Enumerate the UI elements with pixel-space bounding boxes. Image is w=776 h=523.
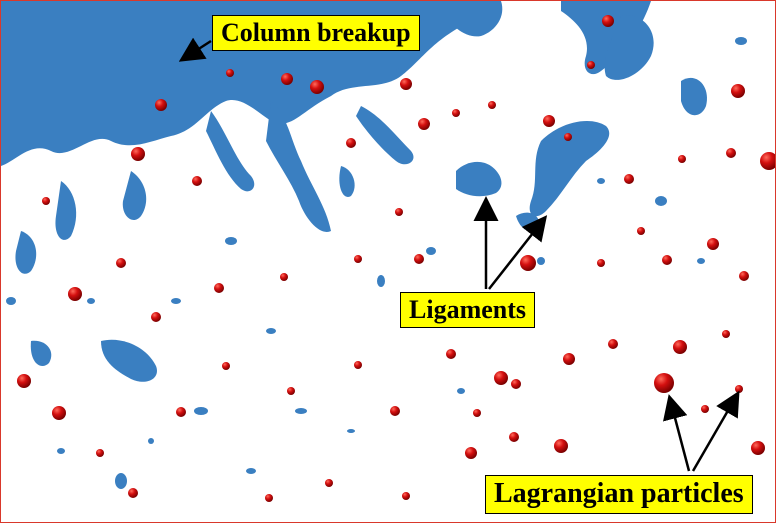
ligaments-label: Ligaments xyxy=(400,292,535,329)
column-breakup-label: Column breakup xyxy=(212,15,420,52)
liquid-ligaments xyxy=(15,77,707,382)
lagrangian-particles-label: Lagrangian particles xyxy=(485,475,753,514)
